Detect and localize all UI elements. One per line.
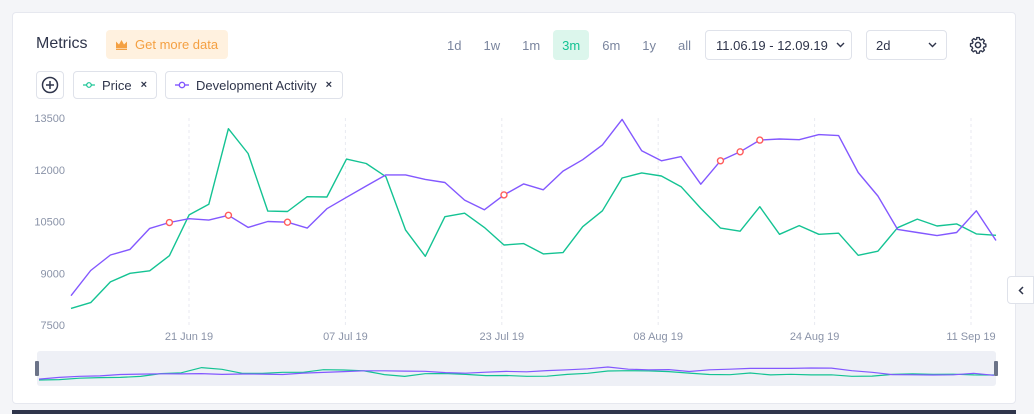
metrics-chart[interactable]: 13500 12000 10500 9000 7500 21 Jun 19 07 Jul 1… (13, 13, 1017, 405)
range-button-6m[interactable]: 6m (602, 37, 621, 53)
y-tick-label: 9000 (41, 268, 65, 280)
collapse-sidebar-button[interactable] (1007, 276, 1034, 304)
interval-value: 2d (876, 37, 891, 53)
date-range-picker[interactable]: 11.06.19 - 12.09.19 (705, 30, 852, 60)
remove-price-button[interactable]: × (140, 79, 147, 91)
x-tick-label: 08 Aug 19 (633, 331, 683, 343)
line-marker-icon (83, 82, 95, 88)
x-tick-label: 11 Sep 19 (946, 331, 995, 343)
y-tick-label: 13500 (34, 113, 65, 125)
remove-development-activity-button[interactable]: × (325, 79, 333, 91)
metric-chip-label: Development Activity (196, 77, 317, 93)
navigator-line-development-activity (38, 366, 995, 380)
chevron-down-icon (836, 42, 845, 48)
x-tick-label: 07 Jul 19 (323, 331, 368, 343)
metric-chip-development-activity: Development Activity × (165, 71, 343, 99)
metric-chip-price: Price × (73, 71, 157, 99)
range-button-1y[interactable]: 1y (642, 37, 657, 53)
page-bottom-bar (12, 410, 1016, 414)
event-marker (165, 218, 174, 227)
range-button-3m[interactable]: 3m (553, 30, 590, 60)
series-line-price (70, 127, 997, 310)
time-range-selector: 1d 1w 1m 3m 6m 1y all (438, 30, 700, 60)
metric-chip-label: Price (101, 77, 132, 93)
event-marker (756, 136, 764, 144)
add-metric-button[interactable] (36, 71, 64, 99)
metrics-panel: Metrics Get more data 1d 1w 1m 3m 6m 1y all 11… (12, 12, 1016, 404)
y-tick-label: 10500 (34, 217, 65, 229)
navigator-handle-left[interactable] (35, 361, 39, 376)
event-marker (736, 148, 744, 156)
get-more-data-button[interactable]: Get more data (106, 30, 228, 59)
y-tick-label: 12000 (34, 165, 65, 177)
navigator-handle-right[interactable] (994, 361, 998, 376)
get-more-data-label: Get more data (135, 37, 219, 52)
series-line-development-activity (70, 118, 997, 297)
event-marker (283, 218, 292, 226)
x-tick-label: 21 Jun 19 (165, 331, 213, 343)
date-range-value: 11.06.19 - 12.09.19 (716, 37, 828, 53)
plus-circle-icon (41, 76, 59, 94)
chevron-left-icon (1017, 285, 1024, 295)
navigator-line-price (38, 366, 995, 381)
event-marker (716, 157, 725, 165)
range-button-1d[interactable]: 1d (447, 37, 462, 53)
navigator-background (37, 351, 996, 386)
x-tick-label: 23 Jul 19 (479, 331, 524, 343)
event-marker (224, 211, 233, 219)
chevron-down-icon (928, 42, 937, 48)
x-tick-label: 24 Aug 19 (790, 331, 840, 343)
y-tick-label: 7500 (41, 320, 65, 332)
gear-icon[interactable] (969, 36, 987, 54)
range-button-1w[interactable]: 1w (483, 37, 501, 53)
line-marker-icon (175, 81, 189, 89)
crown-icon (116, 40, 127, 50)
event-marker (500, 191, 508, 199)
range-button-all[interactable]: all (678, 37, 692, 53)
range-button-1m[interactable]: 1m (522, 37, 541, 53)
panel-title: Metrics (36, 35, 88, 52)
interval-select[interactable]: 2d (866, 30, 947, 60)
